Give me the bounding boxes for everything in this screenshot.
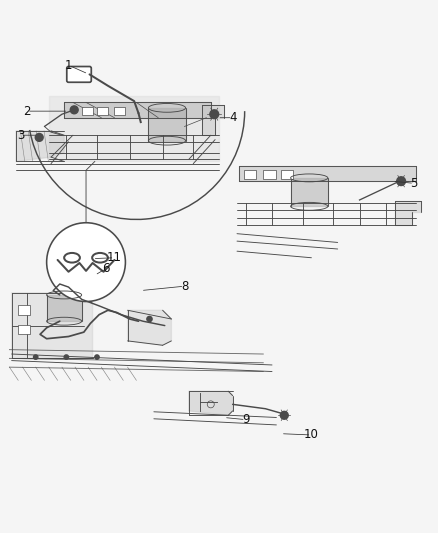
Polygon shape	[290, 178, 327, 206]
Bar	[243, 170, 255, 179]
Polygon shape	[148, 108, 185, 141]
Text: 4: 4	[228, 111, 236, 124]
FancyBboxPatch shape	[67, 67, 91, 82]
Polygon shape	[64, 102, 210, 118]
Circle shape	[46, 223, 125, 302]
Circle shape	[35, 133, 43, 141]
Text: 5: 5	[410, 177, 417, 190]
Polygon shape	[201, 104, 223, 135]
Bar	[18, 305, 30, 314]
Bar	[97, 107, 108, 115]
Circle shape	[209, 110, 218, 118]
Polygon shape	[188, 391, 232, 415]
Polygon shape	[49, 96, 219, 161]
Bar	[263, 170, 275, 179]
Bar	[18, 325, 30, 334]
Circle shape	[70, 106, 78, 114]
Text: 10: 10	[303, 429, 318, 441]
Bar	[280, 170, 292, 179]
Text: 2: 2	[23, 104, 31, 118]
Text: 8: 8	[180, 280, 188, 293]
Polygon shape	[12, 293, 92, 358]
Polygon shape	[46, 295, 81, 321]
Text: 6: 6	[102, 262, 109, 275]
Circle shape	[33, 355, 38, 359]
Polygon shape	[16, 131, 64, 161]
Polygon shape	[239, 166, 416, 181]
Circle shape	[64, 355, 68, 359]
Circle shape	[280, 411, 288, 419]
Bar	[81, 107, 93, 115]
Polygon shape	[394, 201, 420, 225]
Text: 3: 3	[17, 128, 24, 142]
Text: 1: 1	[65, 59, 72, 72]
Bar	[113, 107, 125, 115]
Circle shape	[396, 177, 405, 185]
Circle shape	[95, 355, 99, 359]
Circle shape	[147, 317, 152, 321]
Polygon shape	[127, 310, 171, 345]
Text: 11: 11	[107, 251, 122, 264]
Text: 9: 9	[241, 413, 249, 426]
